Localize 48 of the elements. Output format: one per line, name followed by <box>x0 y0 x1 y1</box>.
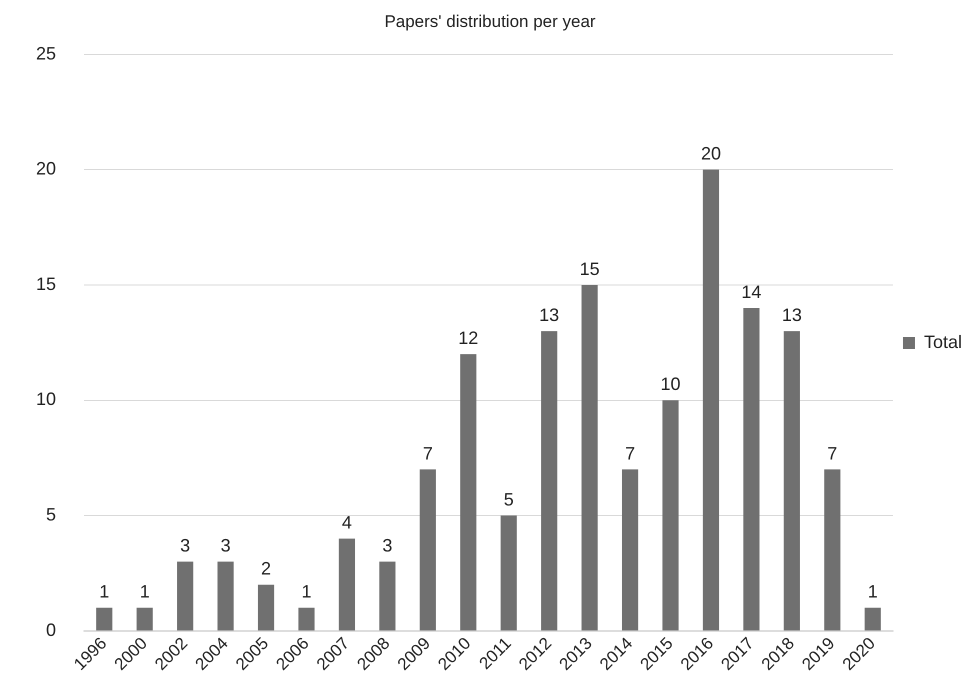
bar <box>784 331 800 630</box>
data-label: 5 <box>504 490 514 510</box>
bar <box>622 469 638 630</box>
data-label: 1 <box>868 582 878 602</box>
data-label: 7 <box>422 443 433 464</box>
bar <box>338 538 356 630</box>
bar <box>136 608 153 630</box>
data-label: 1 <box>301 582 312 602</box>
y-tick-label: 25 <box>36 43 56 64</box>
bar <box>500 516 517 630</box>
bar <box>298 608 315 630</box>
data-label: 15 <box>580 258 600 279</box>
data-label: 12 <box>458 328 478 348</box>
y-tick-label: 5 <box>46 504 56 525</box>
bar <box>541 331 558 630</box>
bar <box>420 469 436 630</box>
data-label: 3 <box>382 536 392 556</box>
bar <box>96 608 112 630</box>
legend-label: Total <box>924 332 962 352</box>
bar <box>379 562 396 630</box>
data-label: 1 <box>99 582 110 602</box>
chart-title: Papers' distribution per year <box>384 12 596 31</box>
data-label: 13 <box>782 305 802 326</box>
data-label: 1 <box>140 582 150 602</box>
data-label: 13 <box>539 305 560 326</box>
bar <box>218 562 234 630</box>
data-label: 3 <box>180 536 190 556</box>
data-label: 10 <box>660 374 681 394</box>
bar <box>258 584 274 630</box>
bar <box>582 284 598 630</box>
y-tick-label: 0 <box>46 620 56 640</box>
data-label: 7 <box>625 443 636 464</box>
data-label: 7 <box>827 443 838 464</box>
data-label: 20 <box>700 144 721 164</box>
bar <box>662 400 679 630</box>
bar <box>864 608 881 630</box>
data-label: 2 <box>261 558 272 579</box>
bar <box>824 469 840 630</box>
bar <box>702 170 720 630</box>
bar <box>460 354 476 630</box>
y-tick-label: 10 <box>36 389 56 410</box>
bar <box>177 562 194 630</box>
y-tick-label: 20 <box>36 158 56 179</box>
data-label: 3 <box>220 536 231 556</box>
data-label: 14 <box>741 282 762 302</box>
data-label: 4 <box>342 512 352 533</box>
bar <box>743 308 760 630</box>
y-tick-label: 15 <box>36 274 56 294</box>
